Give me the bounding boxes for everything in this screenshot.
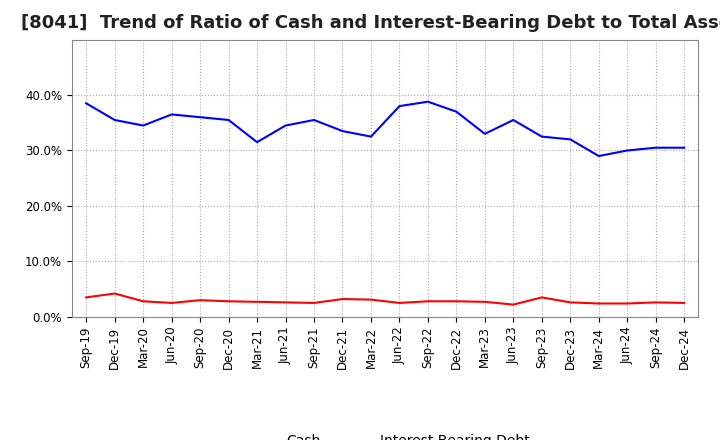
Interest-Bearing Debt	[452, 109, 461, 114]
Interest-Bearing Debt	[509, 117, 518, 123]
Interest-Bearing Debt	[196, 114, 204, 120]
Cash	[452, 299, 461, 304]
Cash	[509, 302, 518, 307]
Cash	[423, 299, 432, 304]
Cash	[537, 295, 546, 300]
Cash	[680, 300, 688, 305]
Interest-Bearing Debt	[423, 99, 432, 104]
Interest-Bearing Debt	[623, 148, 631, 153]
Cash	[139, 299, 148, 304]
Line: Interest-Bearing Debt: Interest-Bearing Debt	[86, 102, 684, 156]
Cash	[366, 297, 375, 302]
Cash	[110, 291, 119, 296]
Interest-Bearing Debt	[595, 154, 603, 159]
Interest-Bearing Debt	[282, 123, 290, 128]
Interest-Bearing Debt	[480, 131, 489, 136]
Cash	[338, 297, 347, 302]
Interest-Bearing Debt	[652, 145, 660, 150]
Interest-Bearing Debt	[338, 128, 347, 134]
Interest-Bearing Debt	[310, 117, 318, 123]
Interest-Bearing Debt	[395, 103, 404, 109]
Cash	[310, 300, 318, 305]
Interest-Bearing Debt	[167, 112, 176, 117]
Interest-Bearing Debt	[537, 134, 546, 139]
Interest-Bearing Debt	[366, 134, 375, 139]
Cash	[167, 300, 176, 305]
Interest-Bearing Debt	[253, 139, 261, 145]
Interest-Bearing Debt	[82, 101, 91, 106]
Cash	[253, 299, 261, 304]
Interest-Bearing Debt	[110, 117, 119, 123]
Interest-Bearing Debt	[566, 137, 575, 142]
Title: [8041]  Trend of Ratio of Cash and Interest-Bearing Debt to Total Assets: [8041] Trend of Ratio of Cash and Intere…	[21, 15, 720, 33]
Line: Cash: Cash	[86, 293, 684, 304]
Cash	[595, 301, 603, 306]
Interest-Bearing Debt	[225, 117, 233, 123]
Legend: Cash, Interest-Bearing Debt: Cash, Interest-Bearing Debt	[235, 429, 536, 440]
Cash	[282, 300, 290, 305]
Cash	[623, 301, 631, 306]
Cash	[480, 299, 489, 304]
Cash	[395, 300, 404, 305]
Interest-Bearing Debt	[139, 123, 148, 128]
Cash	[82, 295, 91, 300]
Cash	[566, 300, 575, 305]
Cash	[196, 297, 204, 303]
Cash	[225, 299, 233, 304]
Interest-Bearing Debt	[680, 145, 688, 150]
Cash	[652, 300, 660, 305]
